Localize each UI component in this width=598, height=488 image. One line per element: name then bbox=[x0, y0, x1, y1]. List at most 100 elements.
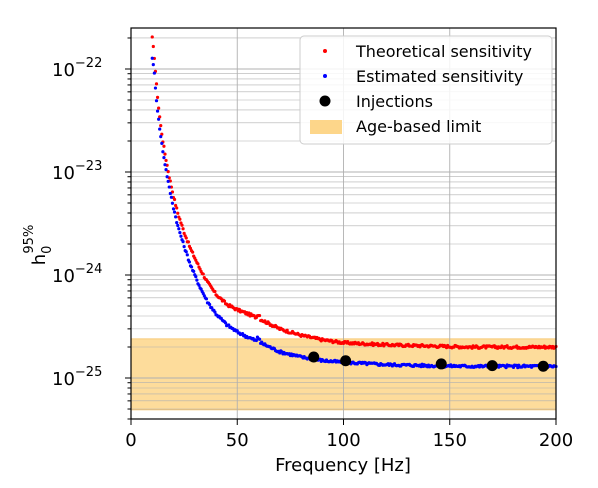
series-theoretical-point bbox=[182, 231, 186, 235]
series-estimated-point bbox=[152, 71, 156, 75]
x-tick-label: 100 bbox=[326, 430, 360, 451]
series-theoretical-point bbox=[154, 82, 159, 86]
series-estimated-point bbox=[175, 221, 179, 225]
axis-layer: 0 50 100 150 200 10−22 10−23 10−24 10−25 bbox=[52, 37, 573, 451]
series-theoretical-point bbox=[175, 206, 179, 210]
x-tick-label: 50 bbox=[226, 430, 249, 451]
series-theoretical-point bbox=[176, 211, 180, 215]
series-estimated-point bbox=[153, 86, 158, 90]
series-estimated-point bbox=[167, 185, 171, 189]
series-estimated-point bbox=[166, 179, 170, 183]
series-estimated-point bbox=[165, 175, 169, 179]
series-estimated-point bbox=[168, 191, 172, 196]
series-estimated-point bbox=[213, 310, 217, 314]
series-estimated-point bbox=[227, 323, 231, 327]
injection-point bbox=[486, 360, 498, 372]
series-estimated-point bbox=[223, 321, 228, 325]
series-estimated-point bbox=[162, 156, 166, 160]
series-estimated-point bbox=[187, 260, 192, 264]
series-theoretical-point bbox=[222, 299, 227, 303]
series-theoretical-point bbox=[198, 267, 202, 271]
series-theoretical-point bbox=[151, 44, 155, 49]
y-tick-label: 10−24 bbox=[52, 262, 102, 287]
legend-box bbox=[299, 35, 553, 145]
series-estimated-point bbox=[197, 283, 201, 287]
series-theoretical-point bbox=[285, 328, 289, 332]
legend-label-injections: Injections bbox=[356, 92, 433, 111]
legend-marker-estimated bbox=[323, 74, 327, 78]
series-estimated-point bbox=[181, 240, 185, 244]
y-tick-label: 10−25 bbox=[52, 365, 102, 390]
series-theoretical-point bbox=[257, 313, 262, 318]
series-estimated-point bbox=[163, 163, 167, 167]
series-theoretical-point bbox=[162, 144, 166, 148]
series-estimated-point bbox=[195, 278, 199, 282]
data-layer bbox=[150, 35, 558, 372]
series-estimated-point bbox=[151, 62, 155, 67]
series-estimated-point bbox=[257, 337, 262, 341]
series-estimated-point bbox=[159, 135, 163, 139]
series-theoretical bbox=[150, 35, 558, 350]
x-tick-label: 200 bbox=[539, 430, 573, 451]
series-theoretical-point bbox=[163, 152, 167, 156]
series-estimated-point bbox=[189, 265, 194, 269]
series-estimated-point bbox=[176, 223, 180, 228]
series-estimated-point bbox=[160, 141, 164, 145]
series-theoretical-point bbox=[186, 240, 190, 244]
series-theoretical-point bbox=[184, 236, 188, 240]
series-estimated-point bbox=[155, 109, 160, 113]
legend-label-theoretical: Theoretical sensitivity bbox=[355, 42, 532, 61]
legend: Theoretical sensitivity Estimated sensit… bbox=[299, 35, 553, 145]
series-theoretical-point bbox=[159, 124, 163, 128]
series-estimated-point bbox=[170, 201, 175, 205]
series-theoretical-point bbox=[194, 258, 198, 262]
series-theoretical-point bbox=[157, 106, 161, 110]
series-theoretical-point bbox=[164, 158, 168, 163]
legend-label-estimated: Estimated sensitivity bbox=[356, 67, 523, 86]
series-theoretical-point bbox=[201, 272, 205, 276]
legend-marker-theoretical bbox=[323, 49, 327, 53]
series-estimated-point bbox=[157, 117, 161, 121]
series-estimated-point bbox=[161, 150, 165, 154]
series-estimated-point bbox=[185, 253, 189, 257]
series-theoretical-point bbox=[166, 169, 170, 174]
series-estimated-point bbox=[150, 56, 154, 60]
series-estimated-point bbox=[204, 297, 209, 301]
series-estimated-point bbox=[174, 215, 178, 219]
y-axis-label-sup: 95% bbox=[22, 225, 37, 254]
series-estimated-point bbox=[164, 167, 168, 172]
injection-markers bbox=[308, 351, 549, 372]
injection-point bbox=[537, 360, 549, 372]
injection-point bbox=[435, 358, 447, 370]
series-estimated-point bbox=[208, 302, 212, 307]
series-theoretical-point bbox=[213, 289, 217, 294]
series-estimated-point bbox=[184, 250, 188, 254]
series-estimated-point bbox=[192, 269, 196, 273]
x-axis-label: Frequency [Hz] bbox=[275, 455, 411, 476]
series-estimated-point bbox=[177, 227, 181, 231]
series-theoretical-point bbox=[172, 197, 177, 202]
y-axis-label: h095% bbox=[22, 225, 55, 266]
y-tick-label: 10−23 bbox=[52, 159, 102, 184]
x-tick-label: 0 bbox=[125, 430, 136, 451]
series-theoretical-point bbox=[181, 227, 185, 231]
injection-point bbox=[308, 351, 320, 363]
legend-label-age: Age-based limit bbox=[356, 117, 481, 136]
series-estimated-point bbox=[172, 210, 177, 214]
series-theoretical-point bbox=[191, 250, 195, 254]
series-theoretical-point bbox=[180, 223, 184, 227]
series-theoretical-point bbox=[150, 35, 154, 39]
series-estimated-point bbox=[182, 245, 186, 249]
series-estimated-point bbox=[254, 338, 258, 343]
series-theoretical-point bbox=[178, 217, 182, 221]
series-estimated-point bbox=[171, 207, 176, 211]
series-estimated-point bbox=[179, 234, 183, 238]
series-estimated-point bbox=[154, 99, 159, 103]
y-axis-label-base: h bbox=[29, 254, 50, 265]
series-estimated-point bbox=[194, 274, 198, 279]
series-estimated-point bbox=[169, 195, 173, 199]
y-tick-label: 10−22 bbox=[52, 56, 102, 81]
series-estimated-point bbox=[178, 231, 182, 235]
y-axis-label-sub: 0 bbox=[40, 246, 55, 254]
